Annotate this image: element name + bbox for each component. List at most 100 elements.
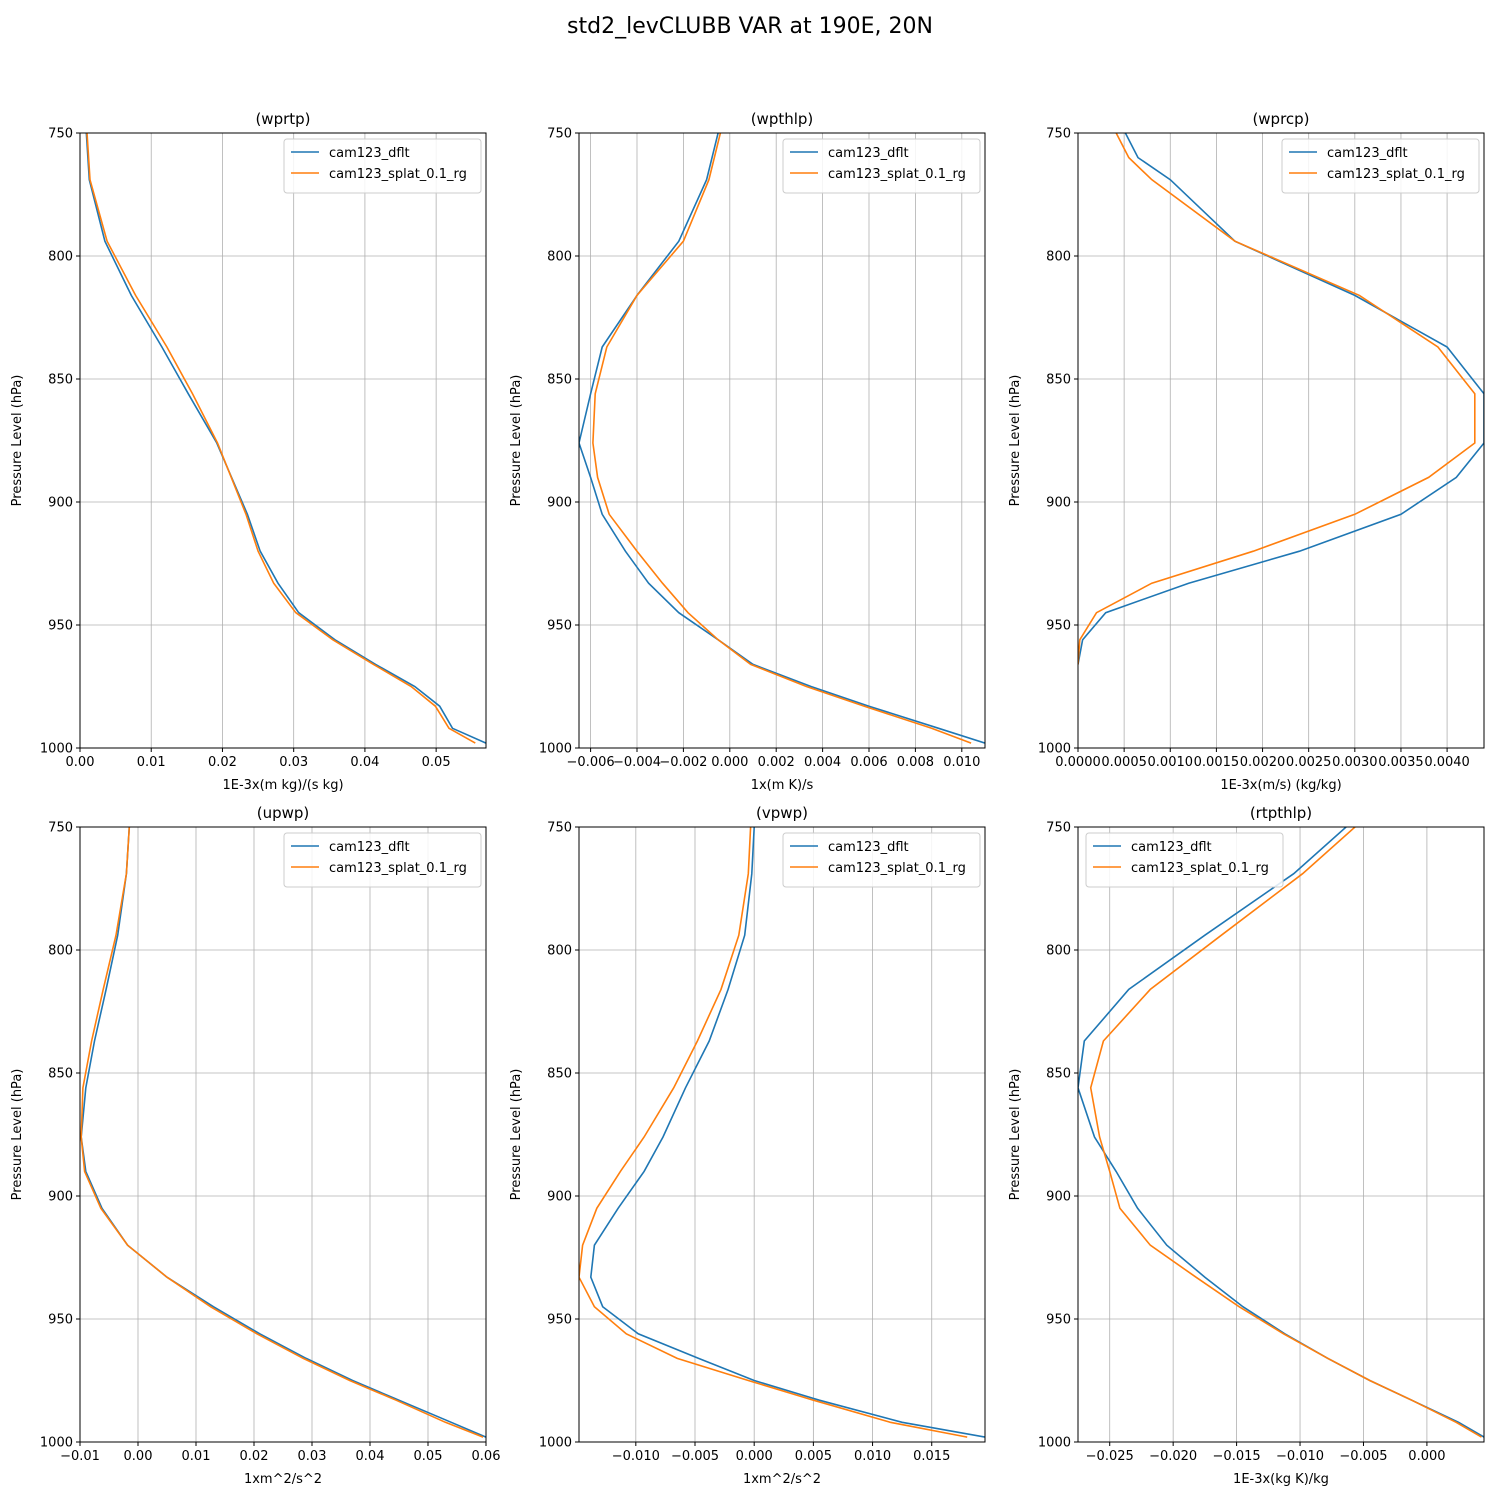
x-tick-label: −0.005 [671, 1449, 719, 1464]
axes-frame [79, 132, 487, 749]
legend-label: cam123_splat_0.1_rg [828, 861, 966, 876]
x-tick-label: 0.01 [137, 755, 166, 770]
x-tick-label: −0.005 [1339, 1449, 1387, 1464]
x-tick-label: 0.06 [472, 1449, 501, 1464]
x-axis-label: 1E-3x(m/s) (kg/kg) [1220, 778, 1341, 793]
axes-frame [578, 826, 986, 1443]
y-tick-label: 950 [547, 619, 572, 634]
y-axis-label: Pressure Level (hPa) [10, 375, 25, 507]
y-tick-label: 1000 [40, 742, 73, 757]
series-line-cam123_dflt [85, 133, 486, 744]
y-tick-label: 850 [547, 1067, 572, 1082]
axes-frame [1077, 132, 1485, 749]
series-line-cam123_dflt [80, 827, 486, 1438]
y-tick-label: 850 [48, 373, 73, 388]
legend-label: cam123_dflt [329, 146, 410, 161]
y-tick-label: 950 [1046, 619, 1071, 634]
x-tick-label: 0.0020 [1240, 755, 1286, 770]
x-tick-label: 0.03 [279, 755, 308, 770]
y-tick-label: 1000 [40, 1436, 73, 1451]
x-tick-label: −0.010 [1276, 1449, 1324, 1464]
y-tick-label: 900 [547, 496, 572, 511]
subplot-title: (wprcp) [1252, 110, 1309, 128]
x-tick-label: 0.0030 [1332, 755, 1378, 770]
axes-frame [79, 826, 487, 1443]
legend: cam123_dflt cam123_splat_0.1_rg [283, 832, 482, 888]
y-tick-label: 900 [547, 1190, 572, 1205]
y-tick-label: 850 [547, 373, 572, 388]
subplot-title: (rtpthlp) [1250, 804, 1312, 822]
y-tick-label: 800 [1046, 250, 1071, 265]
x-tick-label: −0.020 [1149, 1449, 1197, 1464]
legend-label: cam123_splat_0.1_rg [329, 167, 467, 182]
axes-frame [1077, 826, 1485, 1443]
y-tick-label: 900 [1046, 496, 1071, 511]
y-tick-label: 850 [1046, 373, 1071, 388]
x-tick-label: 0.05 [414, 1449, 443, 1464]
series-line-cam123_splat_0.1_rg [592, 133, 972, 744]
y-tick-label: 1000 [539, 742, 572, 757]
legend-label: cam123_splat_0.1_rg [1327, 167, 1465, 182]
y-tick-label: 1000 [1038, 742, 1071, 757]
legend: cam123_dflt cam123_splat_0.1_rg [782, 138, 981, 194]
series-line-cam123_splat_0.1_rg [1089, 827, 1482, 1438]
x-tick-label: 0.02 [208, 755, 237, 770]
y-axis-label: Pressure Level (hPa) [509, 1069, 524, 1201]
x-tick-label: −0.01 [60, 1449, 100, 1464]
y-tick-label: 900 [1046, 1190, 1071, 1205]
axes-frame [578, 132, 986, 749]
series-line-cam123_dflt [589, 827, 985, 1438]
y-tick-label: 900 [48, 496, 73, 511]
y-axis-label: Pressure Level (hPa) [1008, 375, 1023, 507]
x-tick-label: 0.000 [711, 755, 748, 770]
x-axis-label: 1xm^2/s^2 [244, 1472, 322, 1487]
subplot-title: (upwp) [257, 804, 310, 822]
x-axis-label: 1E-3x(m kg)/(s kg) [222, 778, 343, 793]
legend-label: cam123_dflt [1131, 840, 1212, 855]
x-tick-label: 0.002 [758, 755, 795, 770]
y-tick-label: 950 [48, 1313, 73, 1328]
x-tick-label: 0.000 [736, 1449, 773, 1464]
subplot-rtpthlp: −0.025 −0.020 −0.015 −0.010 −0.005 0.000 750 80… [1008, 804, 1485, 1487]
x-tick-label: 0.05 [422, 755, 451, 770]
x-tick-label: −0.010 [612, 1449, 660, 1464]
subplot-title: (vpwp) [756, 804, 808, 822]
y-tick-label: 800 [547, 944, 572, 959]
legend-label: cam123_dflt [828, 840, 909, 855]
y-tick-label: 950 [48, 619, 73, 634]
x-axis-label: 1x(m K)/s [751, 778, 814, 793]
x-tick-label: 0.01 [182, 1449, 211, 1464]
y-tick-label: 750 [48, 821, 73, 836]
legend-box [1281, 138, 1480, 194]
x-tick-label: 0.00 [124, 1449, 153, 1464]
x-tick-label: 0.015 [913, 1449, 950, 1464]
y-tick-label: 800 [547, 250, 572, 265]
x-tick-label: 0.0010 [1148, 755, 1194, 770]
subplot-wpthlp: −0.006−0.004−0.002 0.000 0.002 0.004 0.006 0.… [509, 110, 986, 793]
y-tick-label: 750 [547, 127, 572, 142]
legend-label: cam123_dflt [828, 146, 909, 161]
legend-box [1085, 832, 1284, 888]
y-tick-label: 900 [48, 1190, 73, 1205]
x-tick-label: −0.015 [1213, 1449, 1261, 1464]
subplot-upwp: −0.01 0.00 0.01 0.02 0.03 0.04 0.05 0.06 750 800 8… [10, 804, 500, 1487]
y-tick-label: 800 [48, 250, 73, 265]
series-line-cam123_dflt [579, 133, 985, 744]
x-tick-label: 0.04 [356, 1449, 385, 1464]
series-line-cam123_splat_0.1_rg [1078, 133, 1476, 665]
legend: cam123_dflt cam123_splat_0.1_rg [782, 832, 981, 888]
y-tick-label: 1000 [1038, 1436, 1071, 1451]
series-line-cam123_splat_0.1_rg [80, 827, 484, 1438]
x-tick-label: 0.005 [795, 1449, 832, 1464]
subplot-title: (wprtp) [255, 110, 310, 128]
y-tick-label: 850 [1046, 1067, 1071, 1082]
x-tick-label: 0.0005 [1101, 755, 1147, 770]
legend-label: cam123_splat_0.1_rg [828, 167, 966, 182]
y-axis-label: Pressure Level (hPa) [1008, 1069, 1023, 1201]
legend-box [782, 832, 981, 888]
y-tick-label: 750 [547, 821, 572, 836]
x-tick-label: 0.0040 [1424, 755, 1470, 770]
x-tick-label: 0.0035 [1378, 755, 1424, 770]
x-tick-label: 0.0015 [1194, 755, 1240, 770]
